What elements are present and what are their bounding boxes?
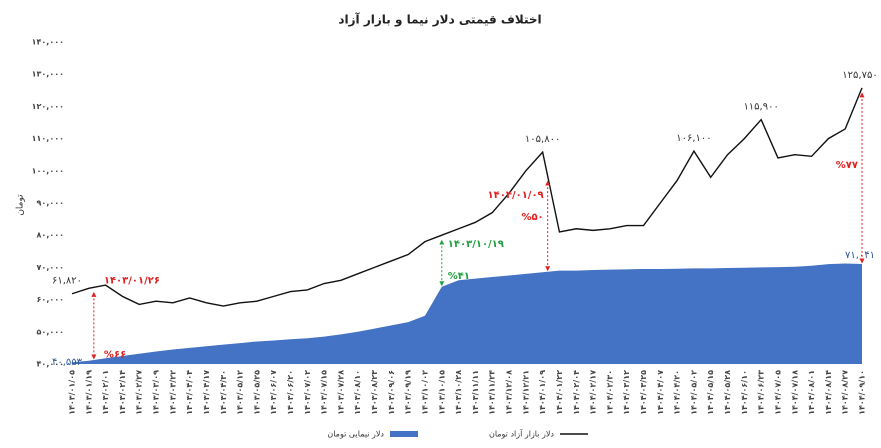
x-tick-label: ۱۴۰۳/۰۹/۰۶ (387, 370, 396, 415)
x-tick-label: ۱۴۰۳/۰۷/۱۵ (320, 370, 329, 415)
x-tick-label: ۱۴۰۴/۰۶/۲۳ (757, 370, 766, 415)
x-tick-label: ۱۴۰۴/۰۸/۲۷ (841, 370, 850, 415)
x-tick-label: ۱۴۰۳/۰۲/۲۷ (135, 370, 144, 415)
x-tick-label: ۱۴۰۳/۱۰/۱۵ (437, 370, 446, 415)
x-tick-label: ۱۴۰۳/۱۱/۱۱ (471, 370, 480, 415)
area (72, 263, 862, 364)
x-tick-label: ۱۴۰۳/۰۴/۳۰ (219, 370, 228, 415)
x-tick-label: ۱۴۰۴/۰۴/۰۷ (656, 370, 665, 415)
data-label: ۶۱,۸۲۰ (52, 276, 82, 287)
data-label: ۷۱,۰۴۱ (845, 250, 875, 261)
annotation-percent: %۵۰ (521, 212, 543, 223)
x-tick-label: ۱۴۰۴/۰۳/۲۵ (639, 370, 648, 415)
x-tick-label: ۱۴۰۳/۰۴/۰۴ (185, 370, 194, 415)
x-tick-label: ۱۴۰۴/۰۹/۱۰ (858, 370, 867, 415)
x-tick-label: ۱۴۰۳/۱۰/۰۲ (420, 370, 429, 415)
x-tick-label: ۱۴۰۳/۰۷/۰۲ (303, 370, 312, 415)
x-tick-label: ۱۴۰۳/۰۱/۱۹ (84, 370, 93, 415)
x-tick-label: ۱۴۰۳/۱۰/۲۸ (454, 370, 463, 415)
data-label: ۱۰۶,۱۰۰ (676, 133, 711, 144)
x-tick-label: ۱۴۰۴/۰۶/۱۰ (740, 370, 749, 415)
x-tick-label: ۱۴۰۴/۰۲/۱۷ (589, 370, 598, 415)
y-tick-label: ۱۰۰,۰۰۰ (32, 166, 64, 175)
y-tick-label: ۱۲۰,۰۰۰ (32, 102, 64, 111)
x-tick-label: ۱۴۰۴/۰۸/۱۴ (824, 370, 833, 415)
x-tick-label: ۱۴۰۳/۰۳/۰۹ (152, 370, 161, 415)
x-tick-label: ۱۴۰۳/۰۲/۱۴ (118, 370, 127, 415)
annotation-percent: %۶۶ (104, 350, 126, 361)
x-tick-label: ۱۴۰۴/۰۸/۰۱ (807, 370, 816, 415)
annotation-percent: %۴۱ (448, 271, 470, 282)
x-tick-label: ۱۴۰۴/۰۵/۱۵ (706, 370, 715, 415)
y-axis-label: تومان (16, 194, 26, 216)
x-tick-label: ۱۴۰۳/۰۸/۲۳ (370, 370, 379, 415)
data-label: ۱۰۵,۸۰۰ (525, 134, 560, 145)
x-tick-label: ۱۴۰۳/۱۱/۲۴ (488, 370, 497, 415)
x-tick-label: ۱۴۰۳/۰۴/۱۷ (202, 370, 211, 415)
annotation-date: ۱۴۰۴/۰۱/۰۹ (488, 190, 544, 201)
x-tick-label: ۱۴۰۳/۰۳/۲۲ (168, 370, 177, 415)
x-tick-label: ۱۴۰۴/۰۷/۰۵ (773, 370, 782, 415)
x-tick-label: ۱۴۰۴/۰۱/۲۲ (555, 370, 564, 415)
y-tick-label: ۱۱۰,۰۰۰ (32, 134, 64, 143)
y-tick-label: ۴۰,۰۰۰ (37, 360, 64, 369)
y-tick-label: ۱۳۰,۰۰۰ (32, 70, 64, 79)
y-tick-label: ۵۰,۰۰۰ (37, 327, 64, 336)
legend-label: دلار بازار آزاد تومان (489, 429, 554, 439)
x-tick-label: ۱۴۰۴/۰۵/۰۲ (689, 370, 698, 415)
legend-swatch (390, 431, 418, 437)
x-tick-label: ۱۴۰۳/۰۲/۰۱ (101, 370, 110, 415)
x-tick-label: ۱۴۰۳/۰۸/۱۰ (353, 370, 362, 415)
x-tick-label: ۱۴۰۳/۰۶/۰۷ (269, 370, 278, 415)
x-tick-label: ۱۴۰۴/۰۱/۰۹ (538, 370, 547, 415)
annotation-date: ۱۴۰۳/۱۰/۱۹ (448, 239, 504, 250)
data-label: ۱۲۵,۷۵۰ (842, 70, 877, 81)
data-label: ۴۰,۵۵۳ (52, 357, 83, 368)
x-tick-label: ۱۴۰۴/۰۲/۰۴ (572, 370, 581, 415)
line (71, 87, 863, 307)
y-tick-label: ۶۰,۰۰۰ (37, 295, 64, 304)
data-label: ۱۱۵,۹۰۰ (743, 102, 778, 113)
x-tick-label: ۱۴۰۳/۰۹/۱۹ (404, 370, 413, 415)
x-tick-label: ۱۴۰۴/۰۲/۳۰ (605, 370, 614, 415)
x-tick-label: ۱۴۰۳/۱۲/۲۱ (521, 370, 530, 415)
x-tick-label: ۱۴۰۴/۰۵/۲۸ (723, 370, 732, 415)
y-tick-label: ۹۰,۰۰۰ (37, 199, 64, 208)
x-tick-label: ۱۴۰۳/۰۱/۰۵ (68, 370, 77, 415)
annotation-date: ۱۴۰۳/۰۱/۲۶ (104, 276, 160, 287)
x-tick-label: ۱۴۰۳/۱۲/۰۸ (505, 370, 514, 415)
y-tick-label: ۱۴۰,۰۰۰ (32, 38, 64, 47)
y-tick-label: ۷۰,۰۰۰ (37, 263, 64, 272)
x-tick-label: ۱۴۰۴/۰۴/۲۰ (673, 370, 682, 415)
x-tick-label: ۱۴۰۳/۰۷/۲۸ (336, 370, 345, 415)
x-tick-label: ۱۴۰۴/۰۷/۱۸ (790, 370, 799, 415)
x-tick-label: ۱۴۰۴/۰۳/۱۲ (622, 370, 631, 415)
annotation-percent: %۷۷ (836, 160, 858, 171)
chart-title: اختلاف قیمتی دلار نیما و بازار آزاد (338, 12, 541, 28)
x-tick-label: ۱۴۰۳/۰۵/۱۲ (236, 370, 245, 415)
x-tick-label: ۱۴۰۳/۰۶/۲۰ (286, 370, 295, 415)
x-tick-label: ۱۴۰۳/۰۵/۲۵ (252, 370, 261, 415)
y-tick-label: ۸۰,۰۰۰ (37, 231, 64, 240)
legend-label: دلار نیمایی تومان (327, 430, 384, 439)
